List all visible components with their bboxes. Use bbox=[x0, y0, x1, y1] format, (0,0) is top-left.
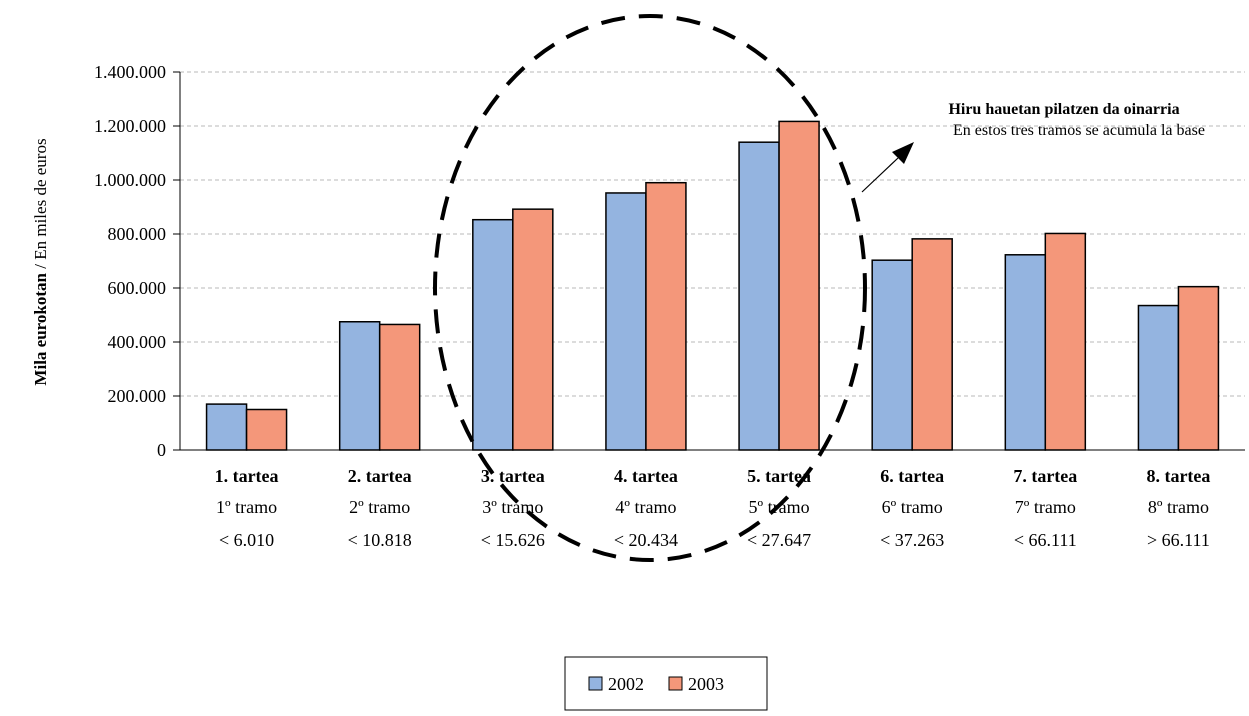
x-category-label: 5. tartea bbox=[747, 466, 811, 486]
x-category-sublabel: 6º tramo bbox=[882, 497, 943, 517]
bar-2003-6 bbox=[911, 238, 953, 451]
bar-2003-7 bbox=[1044, 232, 1087, 451]
highlight-ellipse bbox=[433, 14, 867, 562]
annotation-title: Hiru hauetan pilatzen da oinarria bbox=[948, 101, 1179, 118]
legend-swatch-2002 bbox=[588, 676, 603, 691]
y-tick-label: 200.000 bbox=[108, 386, 167, 406]
x-category-sublabel: 1º tramo bbox=[216, 497, 277, 517]
x-category-label: 7. tartea bbox=[1013, 466, 1077, 486]
legend-swatch-2003 bbox=[668, 676, 683, 691]
y-tick-label: 1.200.000 bbox=[94, 116, 166, 136]
y-axis-title: Mila eurokotan / En miles de euros bbox=[31, 138, 50, 385]
annotation-subtitle: En estos tres tramos se acumula la base bbox=[953, 122, 1205, 139]
y-tick-label: 600.000 bbox=[108, 278, 167, 298]
y-tick-label: 1.000.000 bbox=[94, 170, 166, 190]
x-category-label: 4. tartea bbox=[614, 466, 678, 486]
bar-2003-8 bbox=[1177, 285, 1220, 451]
y-tick-label: 0 bbox=[157, 440, 166, 460]
x-category-range: > 66.111 bbox=[1147, 530, 1210, 550]
x-category-sublabel: 8º tramo bbox=[1148, 497, 1209, 517]
y-tick-label: 800.000 bbox=[108, 224, 167, 244]
x-category-label: 1. tartea bbox=[215, 466, 279, 486]
bar-2003-5 bbox=[778, 120, 820, 451]
x-category-range: < 6.010 bbox=[219, 530, 274, 550]
bar-2002-4 bbox=[605, 192, 647, 451]
x-category-sublabel: 7º tramo bbox=[1015, 497, 1076, 517]
x-category-label: 2. tartea bbox=[348, 466, 412, 486]
annotation-arrow-head bbox=[892, 142, 914, 164]
bar-2003-3 bbox=[512, 208, 554, 451]
x-category-range: < 20.434 bbox=[614, 530, 678, 550]
x-category-range: < 66.111 bbox=[1014, 530, 1077, 550]
bar-2003-4 bbox=[645, 181, 687, 451]
x-category-label: 3. tartea bbox=[481, 466, 545, 486]
x-category-range: < 27.647 bbox=[747, 530, 811, 550]
y-tick-label: 1.400.000 bbox=[94, 62, 166, 82]
bar-2002-2 bbox=[338, 321, 381, 451]
y-axis-title-bold: Mila eurokotan bbox=[31, 272, 50, 385]
x-category-label: 8. tartea bbox=[1146, 466, 1210, 486]
bar-2002-5 bbox=[738, 141, 780, 451]
bar-2002-1 bbox=[205, 403, 248, 451]
y-axis-title-rest: / En miles de euros bbox=[31, 138, 50, 273]
bar-2003-2 bbox=[378, 323, 421, 451]
bar-2002-7 bbox=[1004, 254, 1047, 451]
legend-label-2002: 2002 bbox=[608, 674, 644, 694]
annotation-arrow-line bbox=[861, 157, 899, 193]
x-category-range: < 15.626 bbox=[481, 530, 545, 550]
bar-2002-6 bbox=[871, 259, 913, 451]
x-category-sublabel: 4º tramo bbox=[615, 497, 676, 517]
x-category-range: < 10.818 bbox=[348, 530, 412, 550]
bar-2003-1 bbox=[245, 408, 288, 451]
x-category-label: 6. tartea bbox=[880, 466, 944, 486]
bar-2002-8 bbox=[1137, 304, 1180, 451]
x-category-range: < 37.263 bbox=[880, 530, 944, 550]
x-category-sublabel: 2º tramo bbox=[349, 497, 410, 517]
legend-label-2003: 2003 bbox=[688, 674, 724, 694]
y-tick-label: 400.000 bbox=[108, 332, 167, 352]
bar-2002-3 bbox=[472, 218, 514, 451]
